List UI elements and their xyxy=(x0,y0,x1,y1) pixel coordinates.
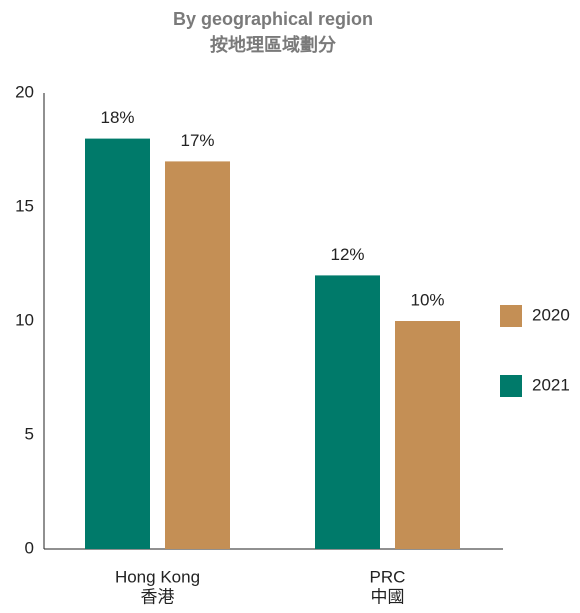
value-label: 18% xyxy=(100,108,134,127)
bar xyxy=(395,321,460,549)
legend-swatch xyxy=(500,375,522,397)
y-tick-label: 0 xyxy=(25,538,34,557)
x-tick-label: 中國 xyxy=(371,587,405,606)
bar xyxy=(165,161,230,549)
x-tick-label: Hong Kong xyxy=(115,567,200,586)
chart-subtitle: 按地理區域劃分 xyxy=(210,34,336,55)
bar xyxy=(315,275,380,549)
y-tick-label: 5 xyxy=(25,424,34,443)
value-label: 12% xyxy=(330,245,364,264)
chart-title: By geographical region xyxy=(173,9,373,29)
x-tick-label: PRC xyxy=(370,567,406,586)
y-tick-label: 15 xyxy=(15,196,34,215)
legend-label: 2020 xyxy=(532,305,570,324)
value-label: 17% xyxy=(180,131,214,150)
value-label: 10% xyxy=(410,290,444,309)
y-tick-label: 20 xyxy=(15,82,34,101)
legend-label: 2021 xyxy=(532,375,570,394)
y-tick-label: 10 xyxy=(15,310,34,329)
legend-swatch xyxy=(500,305,522,327)
x-tick-label: 香港 xyxy=(141,587,175,606)
bar xyxy=(85,138,150,549)
